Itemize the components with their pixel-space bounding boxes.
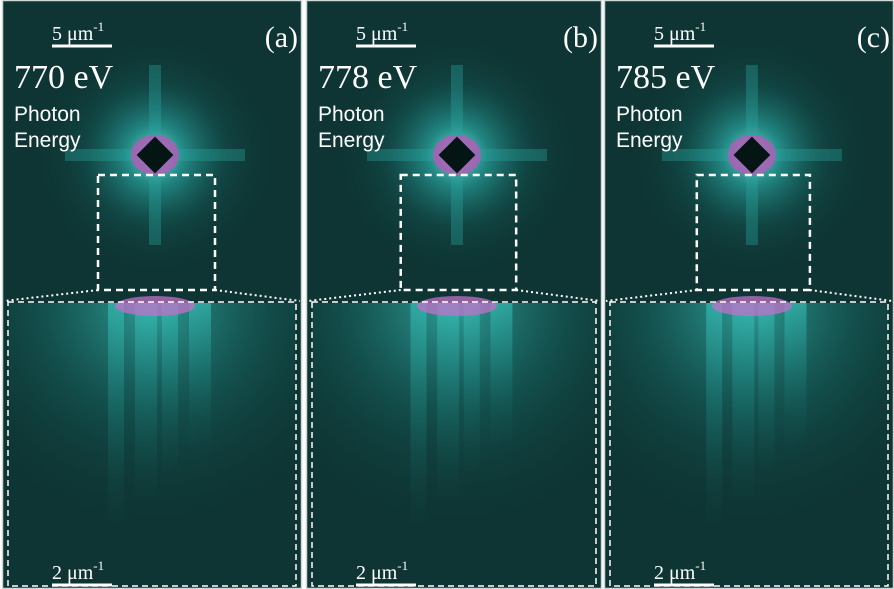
- zoom-streak: [785, 303, 807, 448]
- caption-line: Energy: [318, 129, 385, 152]
- scale-exponent: -1: [397, 558, 408, 573]
- scale-number: 2 μm: [654, 562, 696, 584]
- energy: 770 eV: [14, 59, 114, 96]
- zoom-streak: [490, 303, 512, 448]
- caption-line: Photon: [616, 103, 683, 126]
- caption-line: Energy: [14, 129, 81, 152]
- zoom-streak: [437, 303, 459, 498]
- scale-number: 5 μm: [356, 23, 398, 45]
- caption-line: Photon: [14, 103, 81, 126]
- zoom-streak: [410, 303, 426, 523]
- scale-exponent: -1: [93, 19, 104, 34]
- zoom-streak: [758, 303, 774, 473]
- panel-label: (b): [563, 21, 598, 54]
- scale-exponent: -1: [93, 558, 104, 573]
- scale-number: 2 μm: [52, 562, 94, 584]
- figure: (a)770 eVPhotonEnergy5 μm-12 μm-1(b)778 …: [0, 0, 894, 589]
- panel-label: (a): [265, 21, 298, 54]
- zoom-hot: [712, 296, 792, 316]
- zoom-hot: [115, 296, 195, 316]
- scale-number: 5 μm: [654, 23, 696, 45]
- energy: 778 eV: [318, 59, 418, 96]
- zoom-streak: [162, 303, 178, 473]
- zoom-streak: [108, 303, 124, 523]
- zoom-hot: [417, 296, 497, 316]
- scale-exponent: -1: [695, 19, 706, 34]
- scale-exponent: -1: [695, 558, 706, 573]
- caption-line: Photon: [318, 103, 385, 126]
- zoom-streak: [189, 303, 211, 448]
- zoom-streak: [706, 303, 722, 523]
- scale-number: 2 μm: [356, 562, 398, 584]
- scale-number: 5 μm: [52, 23, 94, 45]
- zoom-streak: [135, 303, 157, 498]
- energy: 785 eV: [616, 59, 716, 96]
- zoom-streak: [464, 303, 480, 473]
- scale-exponent: -1: [397, 19, 408, 34]
- zoom-streak: [732, 303, 754, 498]
- panel-label: (c): [857, 21, 890, 54]
- caption-line: Energy: [616, 129, 683, 152]
